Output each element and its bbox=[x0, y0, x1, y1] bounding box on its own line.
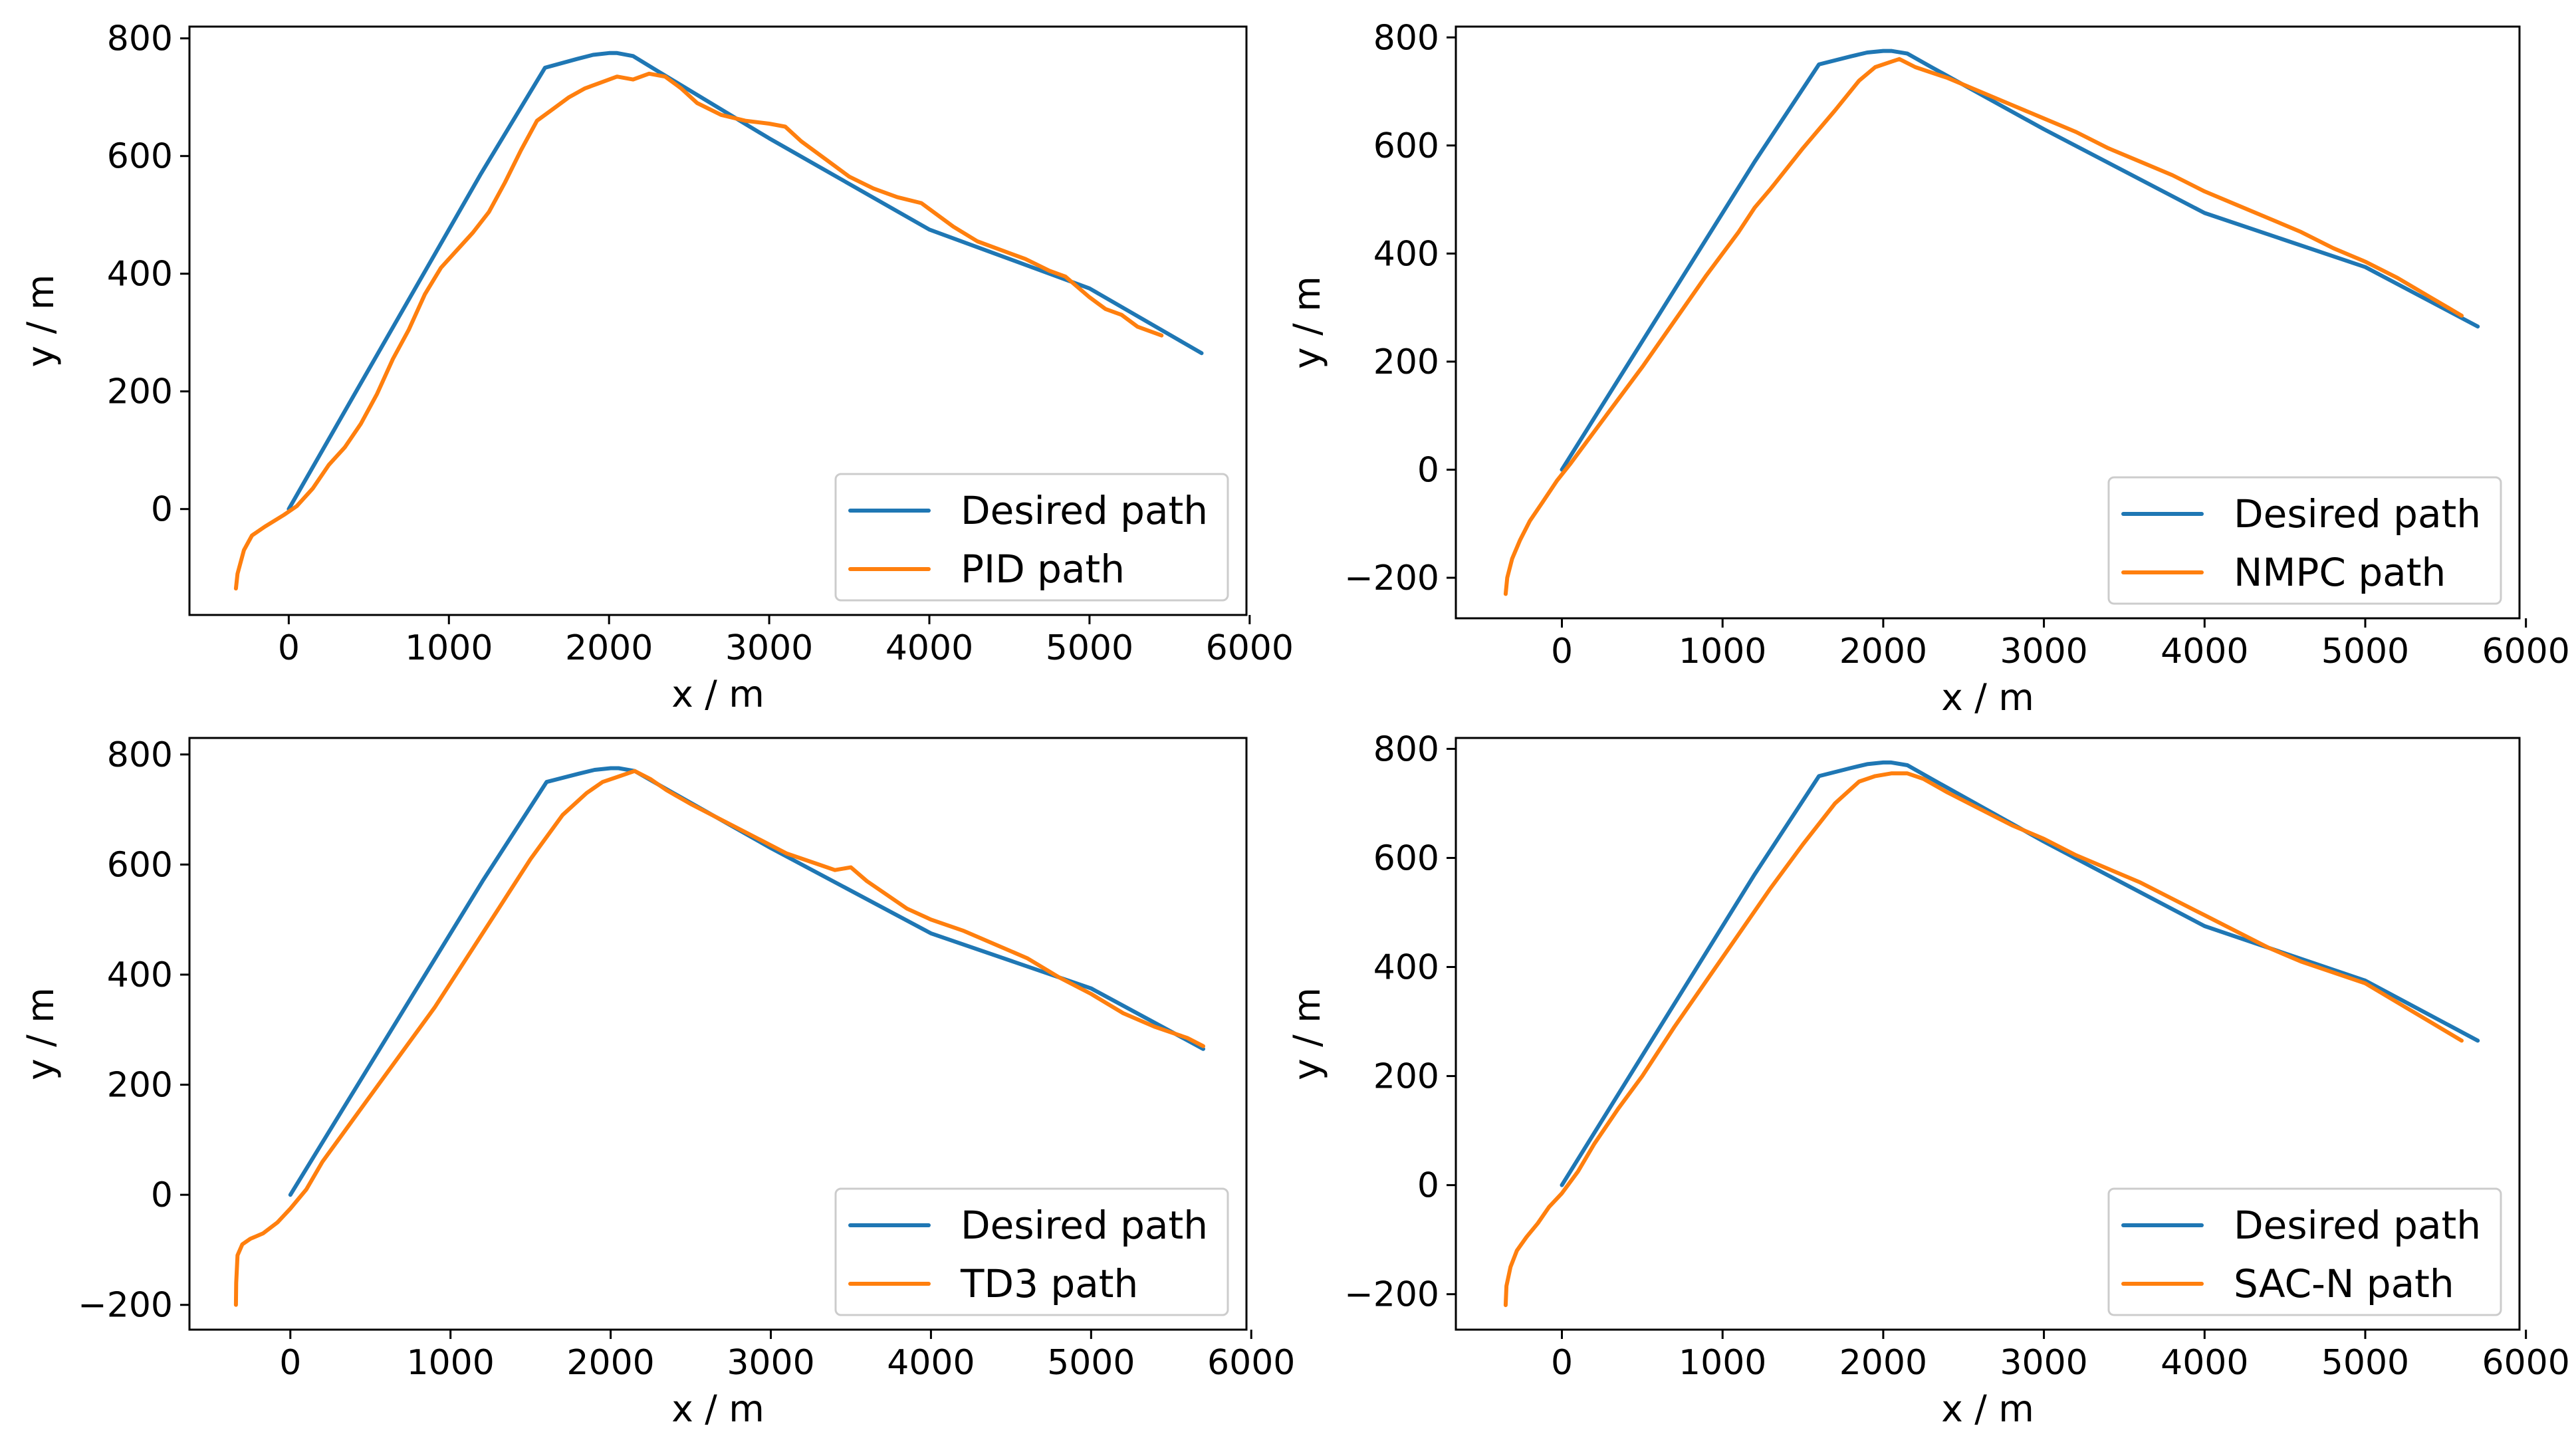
y-tick-label: 800 bbox=[107, 19, 173, 59]
y-tick-label: 600 bbox=[1373, 126, 1439, 166]
x-tick-label: 3000 bbox=[2000, 1343, 2087, 1383]
chart-panel-1: 0 1000 2000 3000 4000 5000 6000 0 200 400 600 800 x … bbox=[19, 19, 1294, 715]
controller-path-line bbox=[233, 769, 1205, 1307]
y-tick-label: 400 bbox=[1373, 948, 1439, 988]
x-tick-label: 0 bbox=[1551, 1343, 1573, 1383]
y-tick-label: −200 bbox=[1344, 1275, 1439, 1315]
legend-entry-label: Desired path bbox=[2234, 491, 2481, 537]
y-axis-label: y / m bbox=[19, 275, 62, 368]
controller-path-line bbox=[1503, 771, 2464, 1308]
desired-path-line bbox=[287, 51, 1204, 511]
legend: Desired path PID path bbox=[834, 473, 1229, 602]
x-tick-label: 4000 bbox=[2161, 1343, 2248, 1383]
x-tick-label: 5000 bbox=[2321, 632, 2409, 671]
legend-entry-label: Desired path bbox=[961, 1203, 1208, 1248]
y-tick-label: 800 bbox=[107, 735, 173, 775]
x-tick-label: 3000 bbox=[727, 1343, 814, 1383]
y-tick-label: 0 bbox=[151, 490, 173, 530]
legend-entry-label: SAC-N path bbox=[2234, 1261, 2454, 1306]
legend-box bbox=[834, 473, 1229, 602]
x-tick-label: 4000 bbox=[887, 1343, 975, 1383]
y-tick-label: 0 bbox=[1417, 450, 1439, 490]
plot-frame bbox=[1455, 737, 2521, 1331]
y-tick-label: 200 bbox=[1373, 342, 1439, 382]
y-axis-label: y / m bbox=[19, 987, 62, 1080]
y-tick-label: 800 bbox=[1373, 729, 1439, 769]
desired-path-line bbox=[1560, 760, 2480, 1187]
controller-path-line bbox=[233, 71, 1164, 591]
y-tick-label: 200 bbox=[107, 372, 173, 412]
legend-box bbox=[2107, 1187, 2502, 1316]
legend-box bbox=[834, 1187, 1229, 1316]
legend-box bbox=[2107, 476, 2502, 605]
x-tick-label: 3000 bbox=[725, 628, 813, 668]
x-tick-label: 0 bbox=[279, 1343, 301, 1383]
x-tick-label: 4000 bbox=[885, 628, 973, 668]
controller-path-line bbox=[1503, 57, 2464, 596]
y-tick-label: 200 bbox=[1373, 1057, 1439, 1097]
x-tick-label: 5000 bbox=[2321, 1343, 2409, 1383]
y-tick-label: 400 bbox=[107, 955, 173, 995]
desired-path-line bbox=[1560, 49, 2480, 472]
legend-entry-label: PID path bbox=[961, 546, 1125, 592]
x-axis-label: x / m bbox=[1941, 676, 2034, 719]
legend-entry-label: Desired path bbox=[2234, 1203, 2481, 1248]
y-tick-label: 0 bbox=[151, 1175, 173, 1215]
plot-frame bbox=[1455, 25, 2521, 620]
legend: Desired path NMPC path bbox=[2107, 476, 2502, 605]
x-tick-label: 1000 bbox=[407, 1343, 495, 1383]
x-tick-label: 5000 bbox=[1047, 1343, 1135, 1383]
x-tick-label: 2000 bbox=[1839, 1343, 1927, 1383]
x-tick-label: 4000 bbox=[2161, 632, 2248, 671]
y-tick-label: 600 bbox=[1373, 838, 1439, 878]
x-tick-label: 5000 bbox=[1046, 628, 1133, 668]
y-tick-label: 0 bbox=[1417, 1166, 1439, 1206]
x-axis-label: x / m bbox=[671, 673, 764, 715]
x-tick-label: 0 bbox=[278, 628, 300, 668]
plot-frame bbox=[188, 737, 1248, 1331]
y-tick-label: −200 bbox=[78, 1286, 173, 1326]
x-tick-label: 6000 bbox=[1207, 1343, 1295, 1383]
chart-panel-3: 0 1000 2000 3000 4000 5000 6000 −200 0 200 400 600 8… bbox=[19, 735, 1295, 1430]
x-tick-label: 6000 bbox=[1206, 628, 1294, 668]
y-tick-label: −200 bbox=[1344, 558, 1439, 598]
y-tick-label: 600 bbox=[107, 845, 173, 885]
y-axis-label: y / m bbox=[1286, 276, 1328, 369]
legend: Desired path TD3 path bbox=[834, 1187, 1229, 1316]
x-tick-label: 2000 bbox=[566, 1343, 654, 1383]
chart-panel-4: 0 1000 2000 3000 4000 5000 6000 −200 0 200 400 600 8… bbox=[1286, 729, 2570, 1430]
legend-entry-label: Desired path bbox=[961, 488, 1208, 533]
chart-panel-2: 0 1000 2000 3000 4000 5000 6000 −200 0 200 400 600 8… bbox=[1286, 18, 2570, 719]
x-tick-label: 2000 bbox=[565, 628, 653, 668]
x-tick-label: 3000 bbox=[2000, 632, 2087, 671]
plot-frame bbox=[188, 25, 1248, 616]
x-tick-label: 1000 bbox=[1679, 632, 1766, 671]
legend: Desired path SAC-N path bbox=[2107, 1187, 2502, 1316]
x-tick-label: 2000 bbox=[1839, 632, 1927, 671]
y-tick-label: 200 bbox=[107, 1066, 173, 1106]
y-tick-label: 600 bbox=[107, 137, 173, 177]
y-tick-label: 800 bbox=[1373, 18, 1439, 58]
y-tick-label: 400 bbox=[1373, 234, 1439, 274]
legend-entry-label: NMPC path bbox=[2234, 550, 2446, 595]
x-axis-label: x / m bbox=[1941, 1387, 2034, 1430]
x-tick-label: 1000 bbox=[405, 628, 493, 668]
y-axis-label: y / m bbox=[1286, 987, 1328, 1080]
legend-entry-label: TD3 path bbox=[960, 1261, 1138, 1306]
x-axis-label: x / m bbox=[671, 1387, 764, 1430]
desired-path-line bbox=[288, 766, 1205, 1197]
y-tick-label: 400 bbox=[107, 255, 173, 295]
x-tick-label: 6000 bbox=[2482, 1343, 2569, 1383]
x-tick-label: 0 bbox=[1551, 632, 1573, 671]
x-tick-label: 1000 bbox=[1679, 1343, 1766, 1383]
x-tick-label: 6000 bbox=[2482, 632, 2569, 671]
